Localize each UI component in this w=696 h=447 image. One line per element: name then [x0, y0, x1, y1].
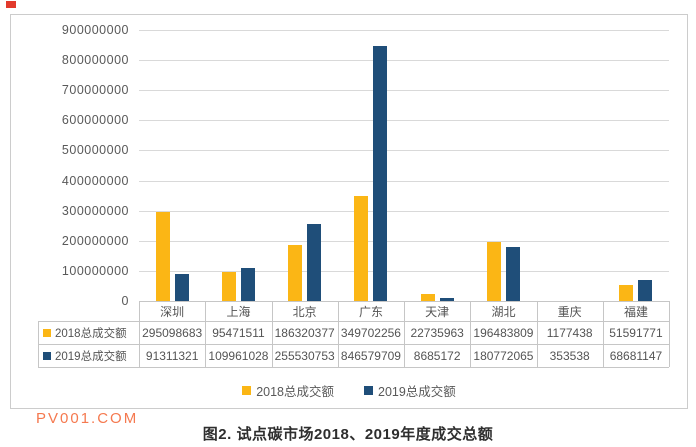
- y-grid-line: [139, 30, 669, 31]
- legend-item-2019总成交额: 2019总成交额: [364, 381, 456, 400]
- y-tick-label: 400000000: [61, 173, 129, 188]
- table-grid-line: [38, 344, 669, 345]
- y-tick-label: 300000000: [61, 203, 129, 218]
- table-value-cell: 109961028: [208, 348, 269, 363]
- y-tick-label: 600000000: [61, 113, 129, 128]
- bar-2019-福建: [638, 280, 653, 301]
- bar-2019-深圳: [174, 273, 189, 301]
- table-grid-line: [205, 301, 207, 367]
- y-grid-line: [139, 90, 669, 92]
- table-header-深圳: 深圳: [160, 304, 185, 319]
- y-grid-line: [139, 60, 669, 62]
- table-value-cell: 180772065: [473, 348, 534, 363]
- table-grid-line: [38, 321, 669, 322]
- table-grid-line: [38, 321, 39, 367]
- table-grid-line: [404, 301, 405, 367]
- y-tick-label: 900000000: [61, 23, 129, 37]
- legend-label: 2018总成交额: [256, 385, 334, 399]
- table-value-cell: 353538: [549, 348, 590, 363]
- bar-2019-湖北: [505, 246, 520, 301]
- y-grid-line: [139, 150, 669, 152]
- watermark-pv001: PV001.COM: [36, 410, 139, 427]
- table-value-cell: 91311321: [145, 348, 199, 363]
- bar-2018-深圳: [155, 212, 170, 301]
- bar-2018-上海: [221, 272, 236, 301]
- table-value-cell: 8685172: [413, 348, 461, 363]
- table-value-cell: 22735963: [410, 325, 464, 340]
- table-grid-line: [536, 301, 538, 367]
- table-grid-line: [38, 367, 669, 368]
- y-tick-label: 500000000: [61, 143, 129, 158]
- red-corner-mark: [6, 1, 16, 8]
- gridlines-layer: [11, 15, 687, 408]
- table-value-cell: 1177438: [546, 325, 593, 340]
- y-axis-labels-layer: 0 100000000 200000000 300000000 400000000 500…: [11, 15, 687, 408]
- table-header-湖北: 湖北: [491, 304, 516, 319]
- bar-2019-天津: [439, 298, 454, 301]
- table-value-cell: 68681147: [609, 348, 663, 363]
- bar-2018-广东: [354, 195, 369, 301]
- legend-label: 2019总成交额: [378, 385, 456, 399]
- y-grid-line: [139, 180, 669, 182]
- y-tick-label: 700000000: [61, 83, 129, 98]
- table-series-label-2019总成交额: 2019总成交额: [38, 344, 139, 367]
- table-value-cell: 349702256: [340, 325, 401, 340]
- table-header-上海: 上海: [226, 304, 251, 319]
- y-grid-line: [139, 240, 669, 242]
- table-value-cell: 255530753: [274, 348, 335, 363]
- table-value-cell: 846579709: [340, 348, 401, 363]
- y-grid-line: [139, 270, 669, 272]
- y-tick-label: 100000000: [61, 263, 129, 278]
- table-grid-line: [470, 301, 472, 367]
- bar-2019-广东: [373, 46, 388, 301]
- y-tick-label: 200000000: [61, 233, 129, 248]
- table-value-cell: 295098683: [142, 325, 203, 340]
- table-value-cell: 186320377: [274, 325, 335, 340]
- series-label-text: 2018总成交额: [55, 327, 127, 340]
- y-grid-line: [139, 120, 669, 122]
- data-table-layer: 深圳 上海 北京 广东 天津 湖北 重庆 福建 2018总成交额 295098683 9547151…: [11, 15, 687, 408]
- table-value-cell: 196483809: [473, 325, 534, 340]
- table-grid-line: [602, 301, 604, 367]
- table-grid-line: [139, 301, 140, 367]
- table-header-福建: 福建: [623, 304, 648, 319]
- y-grid-line: [139, 210, 669, 212]
- table-value-cell: 51591771: [609, 325, 663, 340]
- chart-legend: 2018总成交额 2019总成交额: [11, 381, 687, 400]
- table-header-重庆: 重庆: [557, 304, 582, 319]
- bars-layer: [11, 15, 687, 408]
- legend-swatch-icon: [242, 386, 252, 395]
- chart-container: 0 100000000 200000000 300000000 400000000 500…: [10, 14, 688, 409]
- y-tick-label: 0: [121, 294, 129, 308]
- table-grid-line: [337, 301, 339, 367]
- table-header-北京: 北京: [292, 304, 317, 319]
- bar-2018-湖北: [486, 241, 501, 301]
- series-label-text: 2019总成交额: [55, 350, 127, 363]
- legend-item-2018总成交额: 2018总成交额: [242, 381, 334, 400]
- series-swatch-icon: [43, 328, 51, 337]
- legend-swatch-icon: [364, 386, 373, 395]
- y-tick-label: 800000000: [61, 53, 129, 68]
- bar-2019-北京: [307, 224, 322, 301]
- table-grid-line: [669, 301, 670, 367]
- table-header-天津: 天津: [425, 304, 450, 319]
- table-series-label-2018总成交额: 2018总成交额: [38, 321, 139, 344]
- figure-caption: 图2. 试点碳市场2018、2019年度成交总额: [202, 426, 494, 443]
- bar-2018-北京: [288, 244, 303, 301]
- table-value-cell: 95471511: [212, 325, 265, 340]
- bar-2019-上海: [240, 267, 255, 301]
- series-swatch-icon: [43, 351, 51, 360]
- bar-2018-天津: [420, 294, 435, 301]
- bar-2018-福建: [619, 285, 634, 301]
- table-header-广东: 广东: [358, 304, 383, 319]
- table-grid-line: [271, 301, 273, 367]
